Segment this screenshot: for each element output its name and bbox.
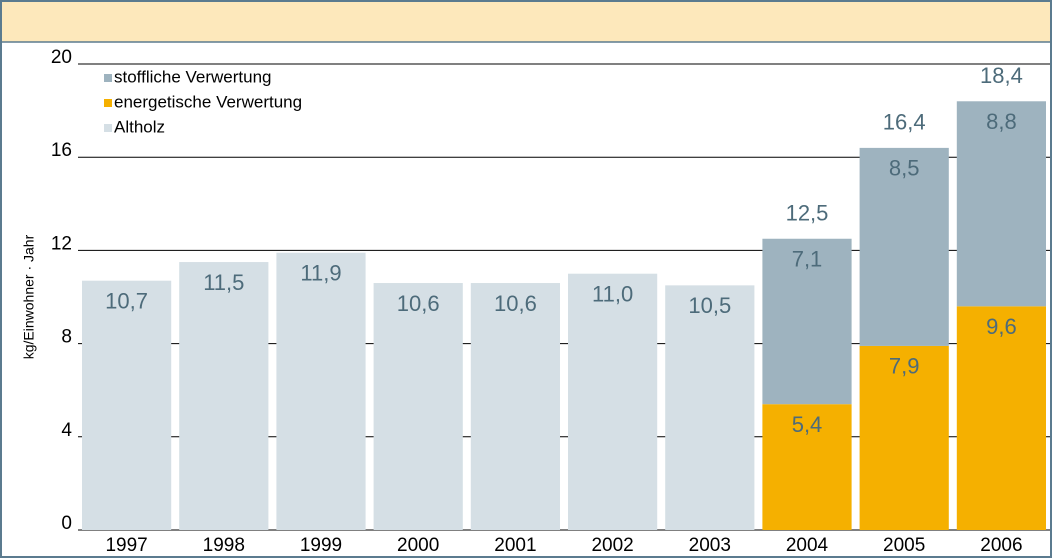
bar-segment bbox=[568, 273, 658, 530]
y-tick-label: 0 bbox=[61, 513, 72, 534]
x-tick-label: 2006 bbox=[980, 535, 1022, 556]
bar-segment bbox=[762, 238, 852, 405]
y-tick-label: 16 bbox=[51, 140, 72, 161]
data-label: 7,9 bbox=[889, 354, 920, 379]
x-tick-label: 2003 bbox=[689, 535, 731, 556]
y-axis-label: kg/Einwohner · Jahr bbox=[21, 234, 37, 359]
x-tick-label: 2002 bbox=[591, 535, 633, 556]
bar-segment bbox=[665, 285, 755, 530]
x-tick-label: 1998 bbox=[203, 535, 245, 556]
y-tick-label: 12 bbox=[51, 233, 72, 254]
total-label: 16,4 bbox=[883, 110, 926, 135]
data-label: 10,6 bbox=[397, 291, 440, 316]
legend-swatch bbox=[104, 99, 112, 107]
x-tick-label: 2004 bbox=[786, 535, 829, 556]
data-label: 7,1 bbox=[792, 247, 823, 272]
data-label: 8,8 bbox=[986, 109, 1017, 134]
data-label: 9,6 bbox=[986, 314, 1017, 339]
total-label: 12,5 bbox=[786, 201, 829, 226]
bar-segment bbox=[859, 147, 949, 346]
x-tick-label: 1999 bbox=[300, 535, 342, 556]
legend-label: Altholz bbox=[114, 117, 165, 136]
bar-segment bbox=[956, 101, 1046, 307]
total-label: 18,4 bbox=[980, 63, 1023, 88]
bar-segment bbox=[82, 280, 172, 530]
data-label: 11,9 bbox=[300, 261, 341, 286]
bar-segment bbox=[276, 252, 366, 531]
data-label: 10,6 bbox=[494, 291, 537, 316]
x-tick-label: 2000 bbox=[397, 535, 439, 556]
legend-label: stoffliche Verwertung bbox=[114, 67, 272, 86]
legend-label: energetische Verwertung bbox=[114, 92, 302, 111]
bar-segment bbox=[859, 345, 949, 530]
y-tick-label: 20 bbox=[51, 47, 72, 68]
data-label: 10,7 bbox=[105, 289, 148, 314]
data-label: 10,5 bbox=[688, 293, 731, 318]
bar-segment bbox=[762, 404, 852, 530]
y-tick-label: 4 bbox=[61, 420, 72, 441]
x-tick-label: 2001 bbox=[494, 535, 536, 556]
data-label: 8,5 bbox=[889, 156, 920, 181]
bar-segment bbox=[956, 306, 1046, 530]
legend-swatch bbox=[104, 74, 112, 82]
bar-segment bbox=[373, 283, 463, 530]
data-label: 11,5 bbox=[203, 270, 244, 295]
legend-swatch bbox=[104, 124, 112, 132]
x-tick-label: 2005 bbox=[883, 535, 925, 556]
y-tick-label: 8 bbox=[61, 327, 72, 348]
data-label: 5,4 bbox=[792, 412, 823, 437]
x-tick-label: 1997 bbox=[105, 535, 147, 556]
bar-segment bbox=[179, 262, 269, 530]
bar-segment bbox=[470, 283, 560, 530]
header-band bbox=[2, 2, 1050, 42]
data-label: 11,0 bbox=[592, 282, 633, 307]
